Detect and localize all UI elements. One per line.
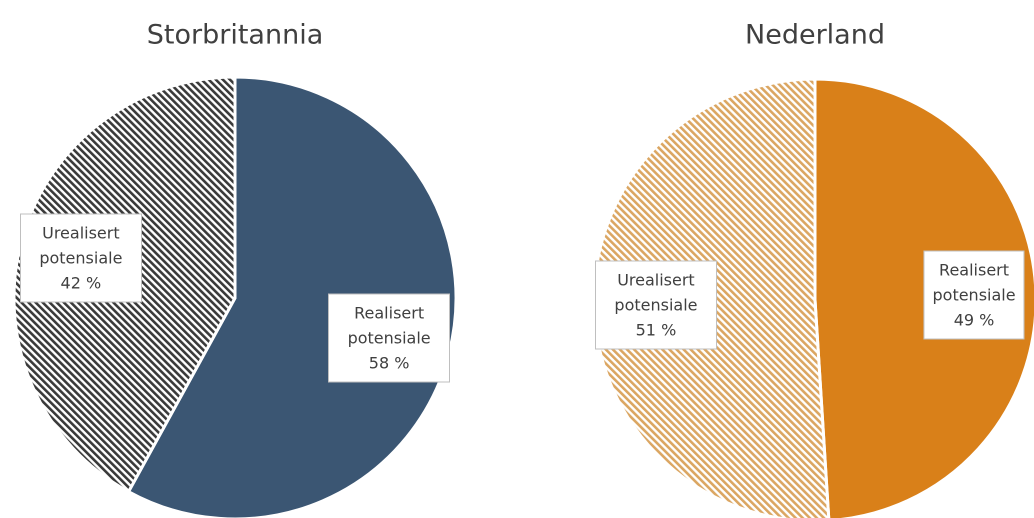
- data-label: Urealisert potensiale 51 %: [594, 260, 717, 350]
- data-label: Realisert potensiale 49 %: [923, 250, 1025, 340]
- label-value: 42 %: [60, 273, 102, 293]
- label-category: Urealisert potensiale: [614, 270, 698, 315]
- label-category: Realisert potensiale: [932, 260, 1016, 305]
- label-value: 51 %: [635, 320, 677, 340]
- label-value: 58 %: [368, 353, 410, 373]
- label-category: Realisert potensiale: [347, 303, 431, 348]
- chart-title: Nederland: [745, 20, 885, 51]
- label-category: Urealisert potensiale: [39, 223, 123, 268]
- data-label: Urealisert potensiale 42 %: [19, 213, 142, 303]
- data-label: Realisert potensiale 58 %: [328, 293, 451, 383]
- label-value: 49 %: [953, 310, 995, 330]
- chart-title: Storbritannia: [147, 20, 324, 51]
